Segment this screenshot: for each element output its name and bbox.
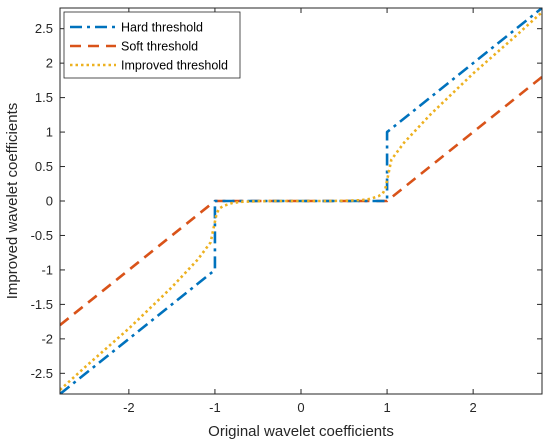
- x-axis-label: Original wavelet coefficients: [208, 423, 394, 440]
- y-axis-label: Improved wavelet coefficients: [4, 103, 21, 300]
- y-tick-label: 1: [46, 125, 53, 140]
- y-tick-label: 2.5: [35, 21, 53, 36]
- series-line-improved-threshold: [60, 11, 542, 391]
- y-tick-label: -1: [41, 262, 53, 277]
- y-tick-label: -1.5: [31, 297, 53, 312]
- legend-label-hard-threshold: Hard threshold: [121, 21, 203, 35]
- x-tick-label: 1: [383, 400, 390, 415]
- y-tick-label: 2: [46, 56, 53, 71]
- series-line-soft-threshold: [60, 75, 542, 327]
- y-tick-label: 1.5: [35, 90, 53, 105]
- series-line-hard-threshold: [60, 8, 542, 394]
- y-tick-label: -2.5: [31, 366, 53, 381]
- x-tick-label: -1: [209, 400, 221, 415]
- y-tick-label: -2: [41, 331, 53, 346]
- y-tick-label: 0: [46, 194, 53, 209]
- y-tick-label: 0.5: [35, 159, 53, 174]
- ticks-layer: -2 -1 0 1 2 -2.5 -2 -1.5 -1 -0.5 0 0.5 1 1.5 2 2.5: [31, 8, 542, 415]
- legend-label-soft-threshold: Soft threshold: [121, 40, 198, 54]
- x-tick-label: -2: [123, 400, 135, 415]
- legend: Hard threshold Soft threshold Improved thr…: [63, 11, 241, 79]
- x-tick-label: 0: [297, 400, 304, 415]
- x-tick-label: 2: [470, 400, 477, 415]
- series-layer: [60, 8, 542, 394]
- legend-label-improved-threshold: Improved threshold: [121, 59, 228, 73]
- y-tick-label: -0.5: [31, 228, 53, 243]
